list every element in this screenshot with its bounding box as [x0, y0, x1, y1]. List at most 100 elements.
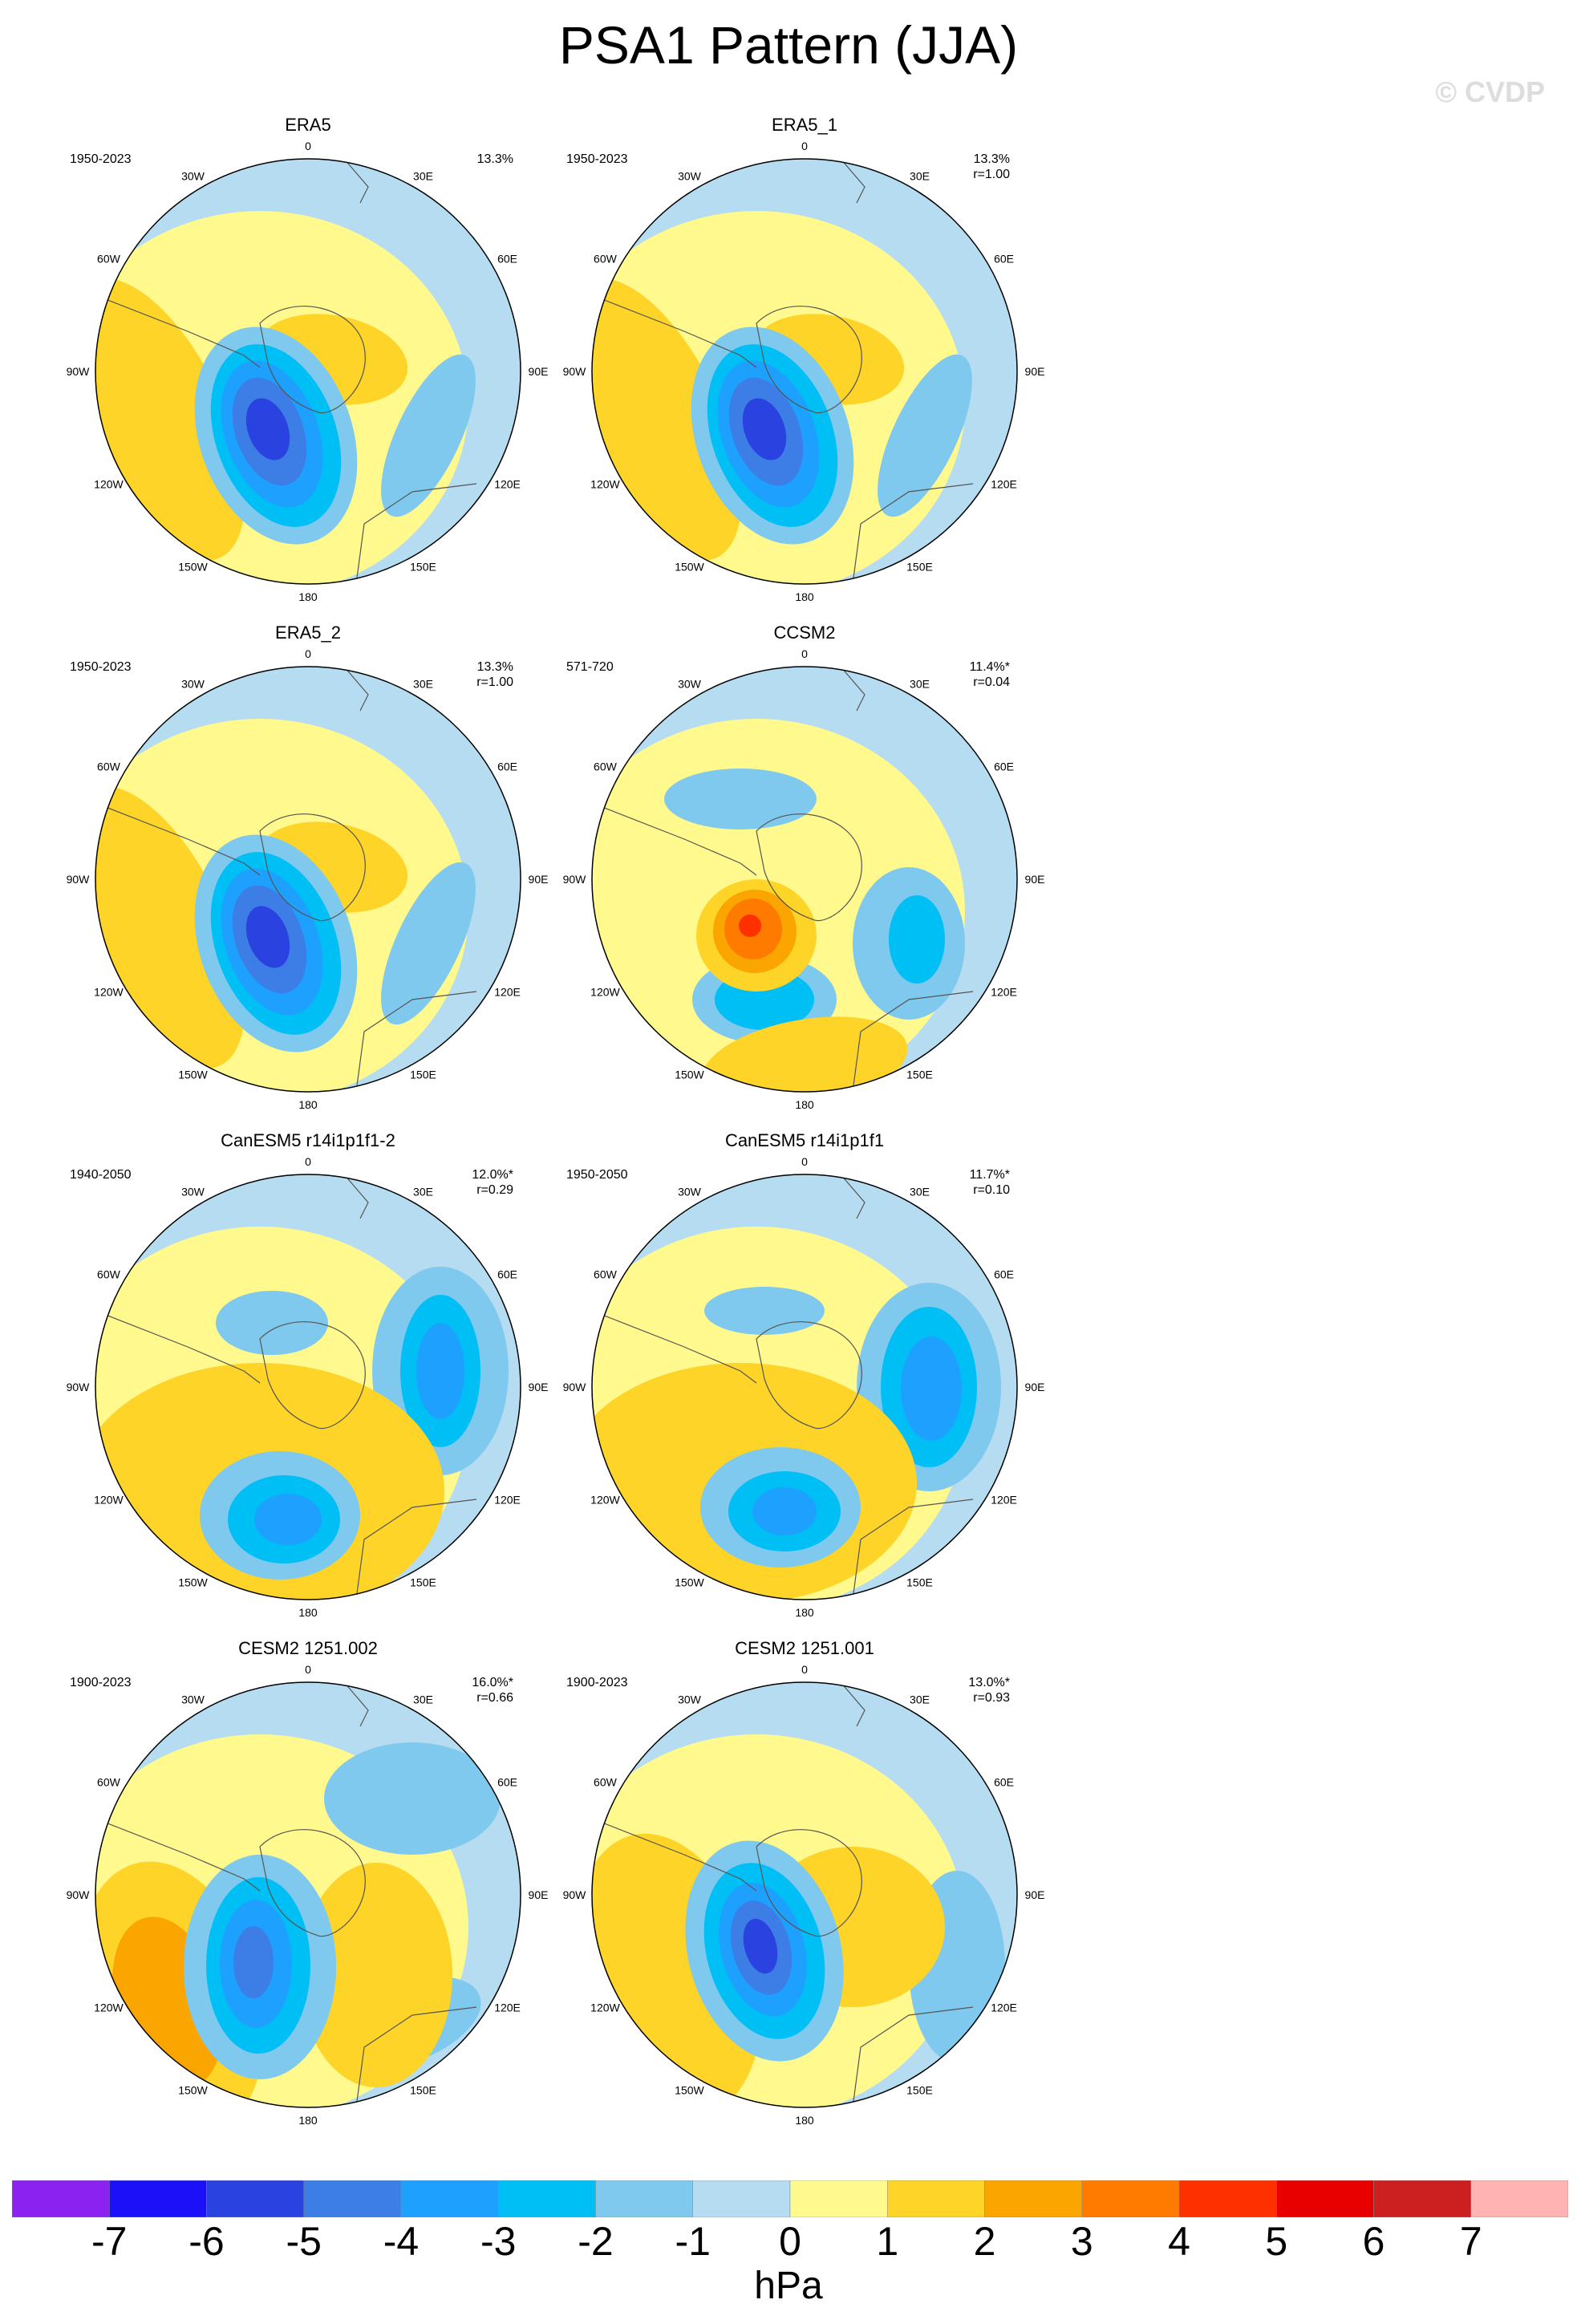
longitude-label: 60W — [97, 1776, 121, 1789]
antarctica-coastline — [259, 813, 366, 922]
panel-period: 1950-2050 — [566, 1168, 628, 1182]
africa-coastline — [343, 1174, 369, 1219]
australia-coastline — [355, 483, 477, 584]
map-panel: 0 30E 60E 90E 120E 150E 180 150W 120W 90W 60W 30W Ca… — [471, 1130, 1193, 1644]
panel-title: CESM2 1251.002 — [238, 1638, 378, 1658]
longitude-label: 30W — [678, 1693, 702, 1706]
map-border — [591, 1681, 1018, 2108]
watermark: © CVDP — [1435, 75, 1545, 108]
longitude-label: 30E — [910, 678, 930, 691]
anomaly-contour — [245, 398, 290, 460]
longitude-label: 150W — [178, 1576, 208, 1588]
antarctica-coastline — [259, 306, 366, 414]
anomaly-contour — [889, 895, 945, 984]
longitude-label: 150E — [410, 2083, 436, 2096]
longitude-label: 60W — [594, 760, 618, 773]
longitude-label: 0 — [305, 1663, 311, 1676]
longitude-label: 60E — [994, 253, 1014, 266]
anomaly-contour — [95, 786, 245, 1069]
colorbar-swatch — [1470, 2180, 1568, 2217]
longitude-label: 0 — [801, 1155, 808, 1168]
anomaly-contour — [95, 278, 245, 561]
longitude-label: 120W — [590, 986, 620, 999]
anomaly-contour — [233, 1926, 274, 1998]
pattern-correlation: r=0.66 — [476, 1691, 513, 1705]
colorbar-tick-label: 3 — [1070, 2219, 1093, 2264]
polar-map: 0 30E 60E 90E 120E 150E 180 150W 120W 90W 60W 30W — [563, 647, 1045, 1111]
polar-map: 0 30E 60E 90E 120E 150E 180 150W 120W 90W 60W 30W — [67, 140, 549, 603]
panel-title: CCSM2 — [773, 623, 836, 643]
longitude-label: 30W — [181, 678, 205, 691]
longitude-label: 90E — [529, 1888, 549, 1901]
longitude-label: 60W — [594, 1268, 618, 1281]
pattern-correlation: r=0.10 — [973, 1183, 1010, 1197]
longitude-label: 150E — [906, 560, 933, 573]
panel-title: CanESM5 r14i1p1f1-2 — [221, 1130, 395, 1150]
antarctica-coastline — [259, 1321, 366, 1430]
longitude-label: 120E — [494, 2002, 521, 2014]
south-america-coastline — [95, 1818, 261, 1892]
australia-coastline — [355, 1499, 477, 1600]
south-america-coastline — [592, 1310, 757, 1384]
longitude-label: 60W — [97, 253, 121, 266]
longitude-label: 150W — [675, 1068, 704, 1081]
colorbar-tick-label: -7 — [91, 2219, 128, 2264]
longitude-label: 90E — [529, 365, 549, 378]
australia-coastline — [852, 483, 974, 584]
longitude-label: 30E — [413, 170, 433, 183]
australia-coastline — [852, 991, 974, 1092]
longitude-label: 120E — [991, 986, 1017, 999]
map-panel: 0 30E 60E 90E 120E 150E 180 150W 120W 90W 60W 30W ER… — [0, 115, 696, 628]
panel-period: 1940-2050 — [70, 1168, 132, 1182]
longitude-label: 150E — [906, 2083, 933, 2096]
longitude-label: 30W — [678, 1186, 702, 1199]
colorbar-swatch — [1276, 2180, 1374, 2217]
pattern-correlation: r=1.00 — [476, 675, 513, 689]
anomaly-contour — [664, 769, 817, 829]
map-panel: 0 30E 60E 90E 120E 150E 180 150W 120W 90W 60W 30W CE… — [471, 1638, 1193, 2152]
australia-coastline — [355, 991, 477, 1092]
antarctica-coastline — [756, 1321, 862, 1430]
longitude-label: 60E — [994, 760, 1014, 773]
longitude-label: 150E — [906, 1068, 933, 1081]
longitude-label: 90W — [563, 1888, 587, 1901]
longitude-label: 150W — [675, 2083, 704, 2096]
longitude-label: 120E — [494, 478, 521, 491]
antarctica-coastline — [756, 306, 862, 414]
africa-coastline — [343, 159, 369, 204]
longitude-label: 150E — [410, 1576, 436, 1588]
anomaly-contour — [742, 398, 787, 460]
anomaly-contour — [245, 906, 290, 968]
colorbar-tick-label: -6 — [189, 2219, 225, 2264]
longitude-label: 0 — [305, 140, 311, 152]
map-border — [95, 1681, 521, 2108]
longitude-label: 120E — [494, 986, 521, 999]
longitude-label: 60E — [994, 1268, 1014, 1281]
pattern-correlation: r=0.29 — [476, 1183, 513, 1197]
africa-coastline — [840, 159, 866, 204]
colorbar-swatch — [789, 2180, 888, 2217]
longitude-label: 150W — [178, 1068, 208, 1081]
anomaly-contour — [752, 1487, 817, 1535]
longitude-label: 90W — [563, 365, 587, 378]
longitude-label: 60W — [97, 1268, 121, 1281]
colorbar-tick-label: 1 — [876, 2219, 899, 2264]
longitude-label: 60E — [497, 1268, 517, 1281]
panel-title: ERA5_2 — [275, 623, 341, 643]
longitude-label: 120W — [94, 478, 124, 491]
longitude-label: 30E — [910, 170, 930, 183]
panel-period: 1950-2023 — [70, 660, 132, 674]
longitude-label: 30E — [910, 1186, 930, 1199]
colorbar-swatch — [1373, 2180, 1471, 2217]
colorbar-tick-label: 4 — [1168, 2219, 1190, 2264]
longitude-label: 60W — [594, 1776, 618, 1789]
longitude-label: 120E — [494, 1494, 521, 1507]
antarctica-coastline — [756, 1829, 862, 1937]
anomaly-contour — [592, 278, 742, 561]
longitude-label: 60E — [497, 253, 517, 266]
colorbar-tick-label: -5 — [286, 2219, 322, 2264]
anomaly-contour — [416, 1323, 464, 1419]
longitude-label: 90W — [67, 365, 91, 378]
anomaly-contour — [300, 1863, 452, 2087]
colorbar-swatch — [692, 2180, 791, 2217]
